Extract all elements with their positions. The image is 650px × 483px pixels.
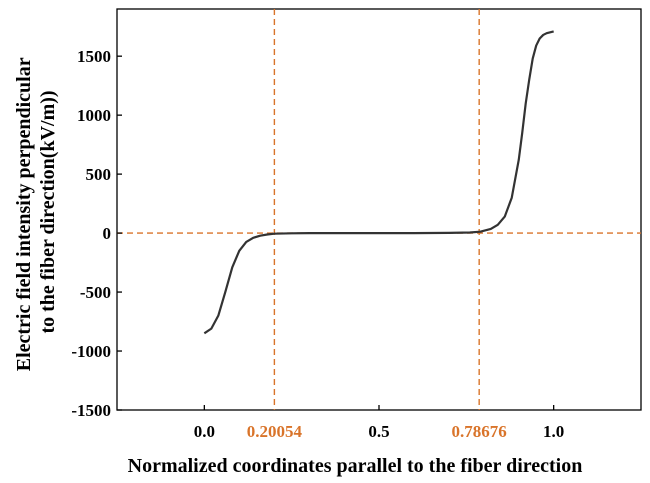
- plot-frame: [116, 8, 642, 411]
- series-group: [203, 30, 554, 335]
- y-axis-title-line-1: Electric field intensity perpendicular: [13, 57, 35, 371]
- x-tick-label: 1.0: [543, 422, 564, 441]
- y-tick-label: 1000: [77, 106, 111, 125]
- reference-label-0: 0.20054: [247, 422, 303, 441]
- reference-labels: 0.20054 0.78676: [247, 422, 507, 441]
- y-axis-title-line-2: to the fiber direction(kV/m)): [37, 90, 59, 333]
- y-tick-label: -1000: [71, 342, 111, 361]
- y-tick-label: -1500: [71, 401, 111, 420]
- y-tick-label: 1500: [77, 47, 111, 66]
- y-tick-label: 0: [103, 224, 112, 243]
- y-axis-ticks: -1500 -1000 -500 0 500 1000 1500: [71, 47, 122, 420]
- x-axis-title: Normalized coordinates parallel to the f…: [128, 455, 583, 477]
- y-tick-label: 500: [86, 165, 112, 184]
- reference-lines: [117, 9, 641, 410]
- x-tick-label: 0.0: [194, 422, 215, 441]
- x-axis-ticks: 0.0 0.5 1.0: [194, 405, 564, 441]
- y-tick-label: -500: [80, 283, 111, 302]
- reference-label-1: 0.78676: [452, 422, 507, 441]
- y-axis-title: Electric field intensity perpendicular t…: [13, 53, 59, 372]
- series-line-0: [203, 30, 554, 335]
- x-tick-label: 0.5: [368, 422, 389, 441]
